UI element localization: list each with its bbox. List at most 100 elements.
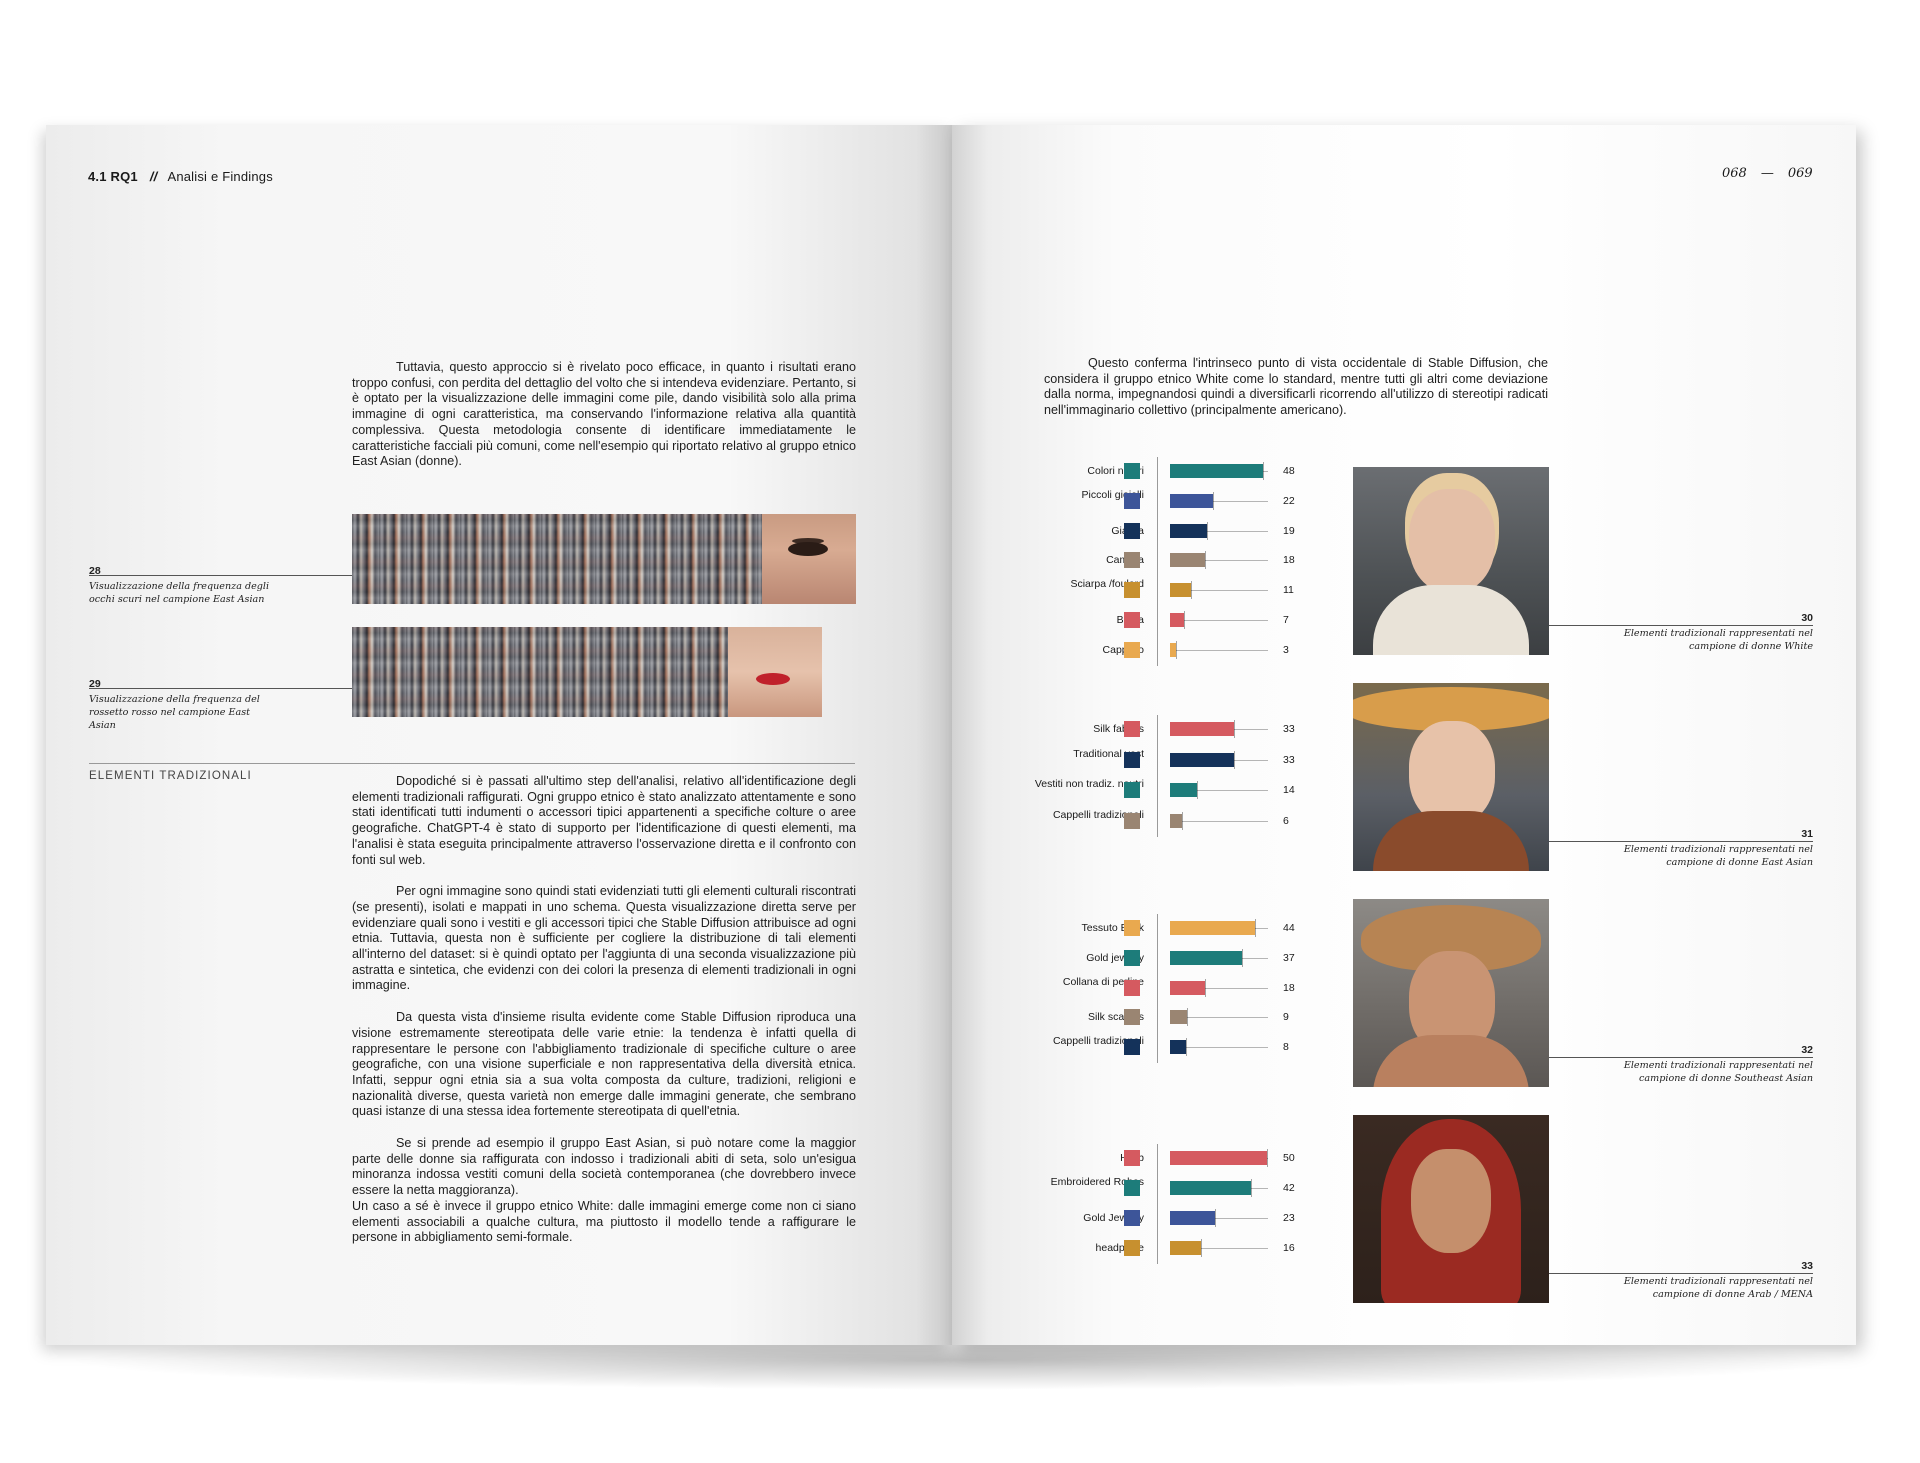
page-number-separator: —	[1760, 166, 1774, 181]
bar	[1170, 978, 1206, 997]
bar	[1170, 919, 1257, 937]
portrait-southeast-asian-woman	[1353, 899, 1549, 1087]
category-swatch	[1124, 1150, 1140, 1166]
header-separator: //	[149, 169, 158, 184]
page-numbers: 068 — 069	[1722, 166, 1813, 181]
figure-caption: 33 Elementi tradizionali rappresentati n…	[1596, 1260, 1813, 1301]
paragraph: Dopodiché si è passati all'ultimo step d…	[352, 774, 856, 867]
figure-number: 29	[89, 678, 101, 690]
bar-value-label: 14	[1283, 784, 1295, 796]
bar-track	[1170, 1218, 1268, 1219]
bar-value-label: 8	[1283, 1041, 1289, 1054]
bar-track	[1170, 1248, 1268, 1249]
figure-caption: 32 Elementi tradizionali rappresentati n…	[1596, 1044, 1813, 1085]
body-text-column: Dopodiché si è passati all'ultimo step d…	[352, 774, 856, 1246]
bar	[1170, 811, 1183, 830]
lipstick-closeup-image	[728, 627, 822, 717]
figure-number: 28	[89, 565, 101, 577]
running-header: 4.1 RQ1 // Analisi e Findings	[88, 169, 273, 184]
bar	[1170, 581, 1193, 600]
bar-value-label: 7	[1283, 614, 1289, 626]
category-swatch	[1124, 522, 1140, 539]
portrait-east-asian-woman	[1353, 683, 1549, 871]
bar-value-label: 18	[1283, 554, 1295, 567]
bar	[1170, 640, 1177, 659]
figure-caption-text: Elementi tradizionali rappresentati nel …	[1623, 1276, 1813, 1300]
face-shape	[1411, 1149, 1491, 1253]
silk-dress-shape	[1373, 811, 1529, 871]
figure-caption-text: Elementi tradizionali rappresentati nel …	[1623, 628, 1813, 652]
right-intro-paragraph: Questo conferma l'intrinseco punto di vi…	[1044, 356, 1548, 419]
caption-leader-line	[89, 688, 352, 689]
bar-track	[1170, 560, 1268, 562]
bar-track	[1170, 1017, 1268, 1019]
bar-category-label: Colori neutri	[1087, 465, 1144, 477]
figure-number: 30	[1801, 612, 1813, 624]
bar	[1170, 491, 1214, 510]
caption-leader-line	[1549, 1273, 1813, 1274]
bar-category-label: Silk scarves	[1087, 1011, 1144, 1024]
bar-category-label: Hijab	[1004, 1153, 1144, 1164]
bar	[1170, 720, 1236, 738]
bar-value-label: 16	[1283, 1242, 1295, 1254]
figure-caption: 30 Elementi tradizionali rappresentati n…	[1596, 612, 1813, 653]
bar-track	[1170, 820, 1268, 822]
bar-value-label: 3	[1283, 643, 1289, 656]
bar-value-label: 6	[1283, 814, 1289, 827]
bar-category-label: Borsa	[1004, 615, 1144, 626]
bar-value-label: 9	[1283, 1011, 1289, 1024]
paragraph: Se si prende ad esempio il gruppo East A…	[352, 1136, 856, 1198]
category-swatch	[1124, 812, 1140, 829]
bar-category-label: Embroidered Robes	[1050, 1176, 1144, 1188]
figure-number: 31	[1801, 828, 1813, 840]
bar	[1170, 1239, 1203, 1257]
bar	[1170, 1038, 1187, 1057]
category-swatch	[1124, 1039, 1140, 1056]
page-number-right: 069	[1787, 166, 1813, 181]
figure-caption-text: Elementi tradizionali rappresentati nel …	[1623, 1060, 1813, 1084]
eye-closeup-image	[762, 514, 856, 604]
figure-number: 32	[1801, 1044, 1813, 1056]
figure-caption: 28 Visualizzazione della frequenza degli…	[89, 565, 279, 606]
left-page	[46, 125, 952, 1345]
figure-caption: 31 Elementi tradizionali rappresentati n…	[1596, 828, 1813, 869]
category-swatch	[1124, 949, 1140, 966]
bar-category-label: Gold jewelry	[1086, 951, 1144, 964]
bar-category-label: Camicia	[1004, 555, 1144, 566]
category-swatch	[1124, 1210, 1140, 1226]
bar-track	[1170, 530, 1268, 532]
bar-value-label: 48	[1283, 465, 1295, 477]
category-swatch	[1124, 979, 1140, 996]
category-swatch	[1124, 782, 1140, 798]
bar-value-label: 11	[1283, 584, 1294, 597]
bar	[1170, 551, 1206, 570]
bar-value-label: 33	[1283, 723, 1295, 735]
bar	[1170, 781, 1199, 799]
bar-category-label: Cappello	[1004, 644, 1144, 656]
chapter-number: 4.1 RQ1	[88, 169, 138, 184]
image-stack-strip	[352, 514, 762, 604]
red-lips-shape	[756, 673, 790, 685]
bar-track	[1170, 590, 1268, 592]
caption-leader-line	[1549, 841, 1813, 842]
bar-category-label: Silk fabrics	[1093, 723, 1144, 735]
category-swatch	[1124, 582, 1140, 599]
category-swatch	[1124, 721, 1140, 737]
bar	[1170, 1149, 1268, 1167]
figure-caption-text: Visualizzazione della frequenza degli oc…	[89, 581, 270, 605]
bar-value-label: 22	[1283, 494, 1295, 507]
chart-axis-line	[1157, 715, 1158, 837]
caption-leader-line	[1549, 1057, 1813, 1058]
category-swatch	[1124, 751, 1140, 768]
dark-eye-shape	[788, 542, 828, 556]
portrait-white-woman	[1353, 467, 1549, 655]
category-swatch	[1124, 463, 1140, 479]
bar-track	[1170, 790, 1268, 791]
paragraph: Un caso a sé è invece il gruppo etnico W…	[352, 1198, 856, 1245]
image-stack-strip	[352, 627, 728, 717]
bar-value-label: 50	[1283, 1152, 1295, 1164]
figure-number: 33	[1801, 1260, 1813, 1272]
chart-axis-line	[1157, 1144, 1158, 1264]
bar	[1170, 1008, 1189, 1027]
portrait-arab-woman	[1353, 1115, 1549, 1303]
